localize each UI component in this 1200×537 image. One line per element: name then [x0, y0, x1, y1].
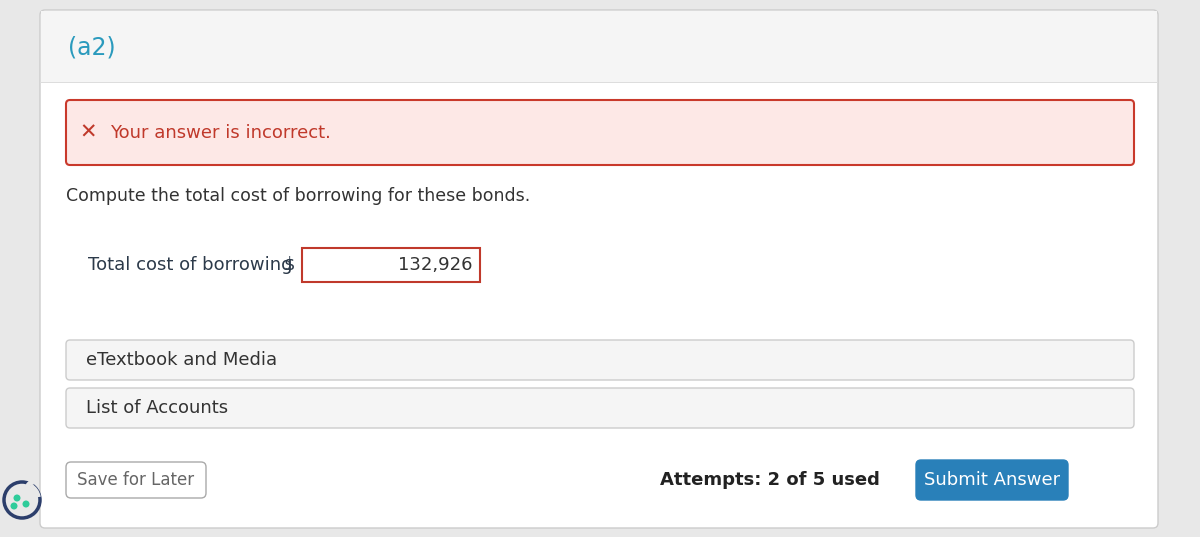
FancyBboxPatch shape — [66, 340, 1134, 380]
Wedge shape — [22, 483, 41, 500]
Text: $: $ — [283, 256, 295, 274]
Text: Total cost of borrowing: Total cost of borrowing — [88, 256, 293, 274]
Bar — [41, 11, 1157, 83]
FancyBboxPatch shape — [66, 388, 1134, 428]
FancyBboxPatch shape — [40, 10, 1158, 528]
Circle shape — [23, 500, 30, 507]
Bar — [40, 82, 1158, 83]
FancyBboxPatch shape — [66, 100, 1134, 165]
FancyBboxPatch shape — [916, 460, 1068, 500]
Text: Attempts: 2 of 5 used: Attempts: 2 of 5 used — [660, 471, 880, 489]
Text: Your answer is incorrect.: Your answer is incorrect. — [110, 124, 331, 142]
Text: Save for Later: Save for Later — [78, 471, 194, 489]
Text: (a2): (a2) — [68, 36, 115, 60]
Text: eTextbook and Media: eTextbook and Media — [86, 351, 277, 369]
Text: Compute the total cost of borrowing for these bonds.: Compute the total cost of borrowing for … — [66, 187, 530, 205]
Bar — [302, 248, 480, 282]
Text: Submit Answer: Submit Answer — [924, 471, 1060, 489]
FancyBboxPatch shape — [66, 462, 206, 498]
Text: 132,926: 132,926 — [397, 256, 472, 274]
Text: ✕: ✕ — [79, 122, 97, 142]
Text: List of Accounts: List of Accounts — [86, 399, 228, 417]
Circle shape — [11, 503, 18, 510]
Circle shape — [13, 495, 20, 502]
